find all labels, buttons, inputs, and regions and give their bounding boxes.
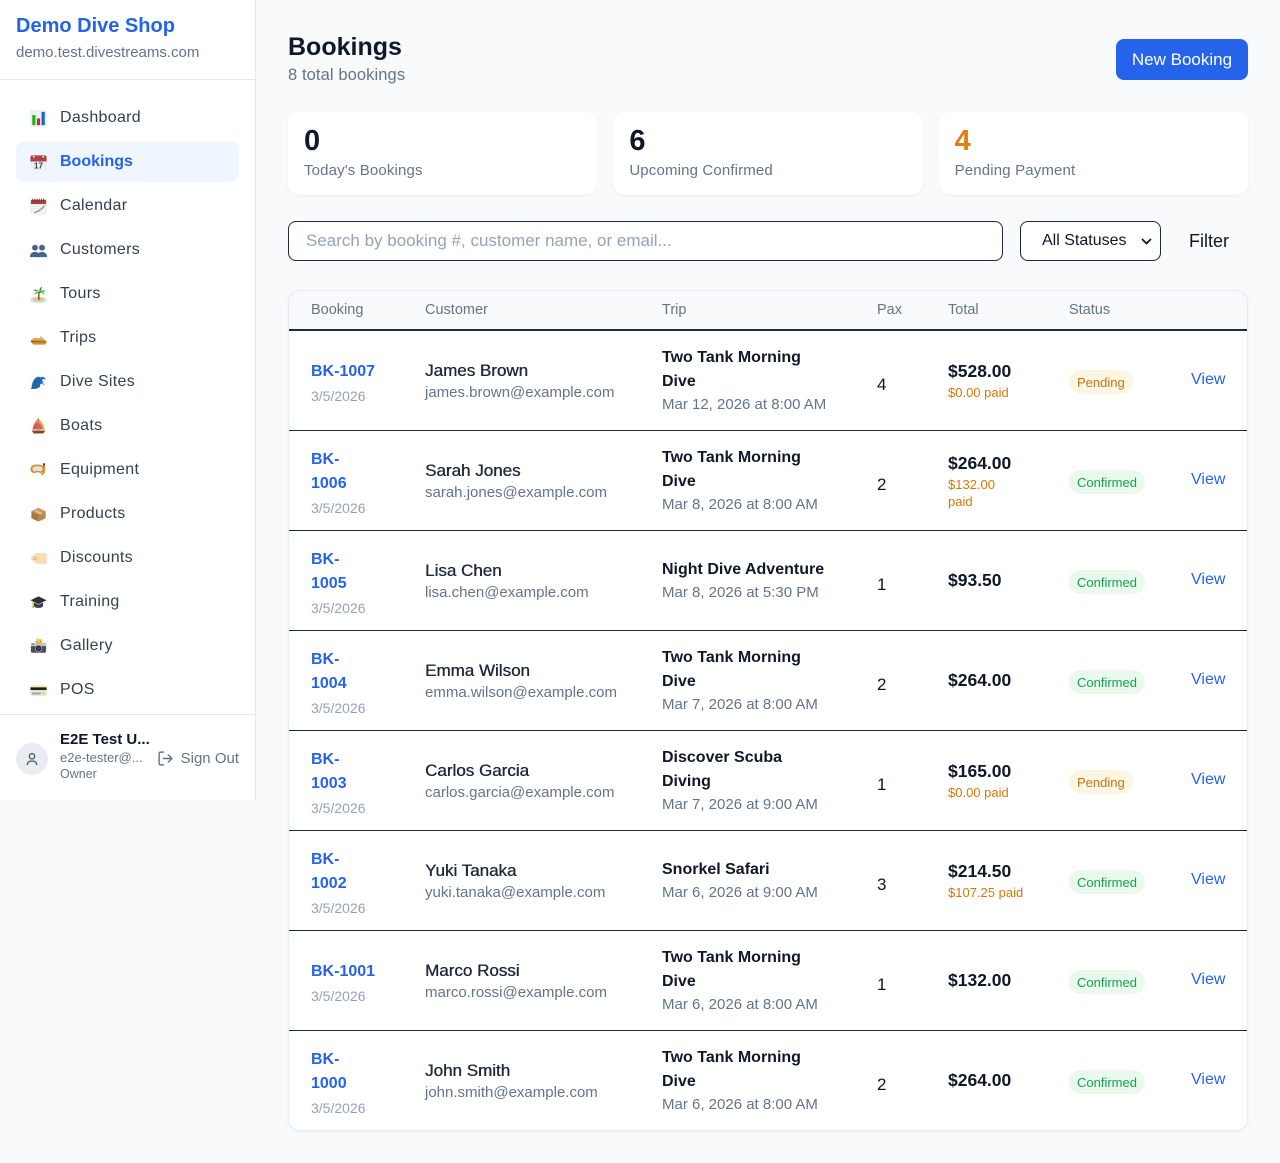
svg-text:17: 17 xyxy=(34,161,43,170)
